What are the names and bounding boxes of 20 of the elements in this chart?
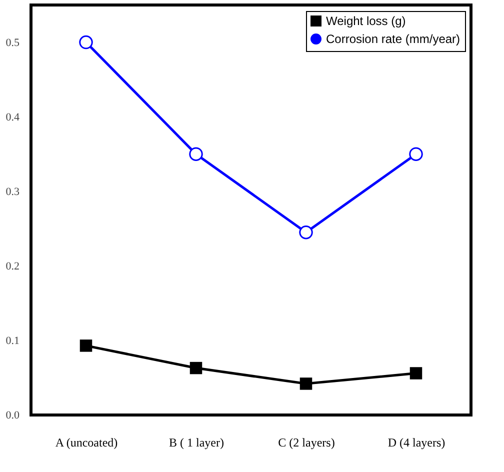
y-tick-label: 0.5 bbox=[6, 36, 20, 49]
y-tick-label: 0.1 bbox=[6, 334, 20, 347]
point bbox=[409, 147, 423, 161]
x-tick-label: B ( 1 layer) bbox=[169, 436, 224, 450]
point bbox=[410, 367, 422, 380]
point bbox=[300, 378, 312, 390]
legend-label: Weight loss (g) bbox=[326, 14, 406, 28]
x-tick-label: C (2 layers) bbox=[278, 436, 335, 450]
x-tick-label: A (uncoated) bbox=[55, 436, 118, 450]
legend-label: Corrosion rate (mm/year) bbox=[326, 32, 460, 46]
point bbox=[190, 362, 202, 374]
point bbox=[79, 35, 93, 50]
y-tick-label: 0.4 bbox=[6, 111, 20, 124]
y-tick-label: 0.2 bbox=[6, 260, 20, 272]
point bbox=[299, 226, 313, 240]
point bbox=[189, 147, 203, 161]
y-tick-label: 0.3 bbox=[6, 186, 20, 198]
point bbox=[80, 340, 92, 352]
y-tick-label: 0.0 bbox=[6, 410, 20, 422]
x-tick-label: D (4 layers) bbox=[388, 436, 446, 450]
